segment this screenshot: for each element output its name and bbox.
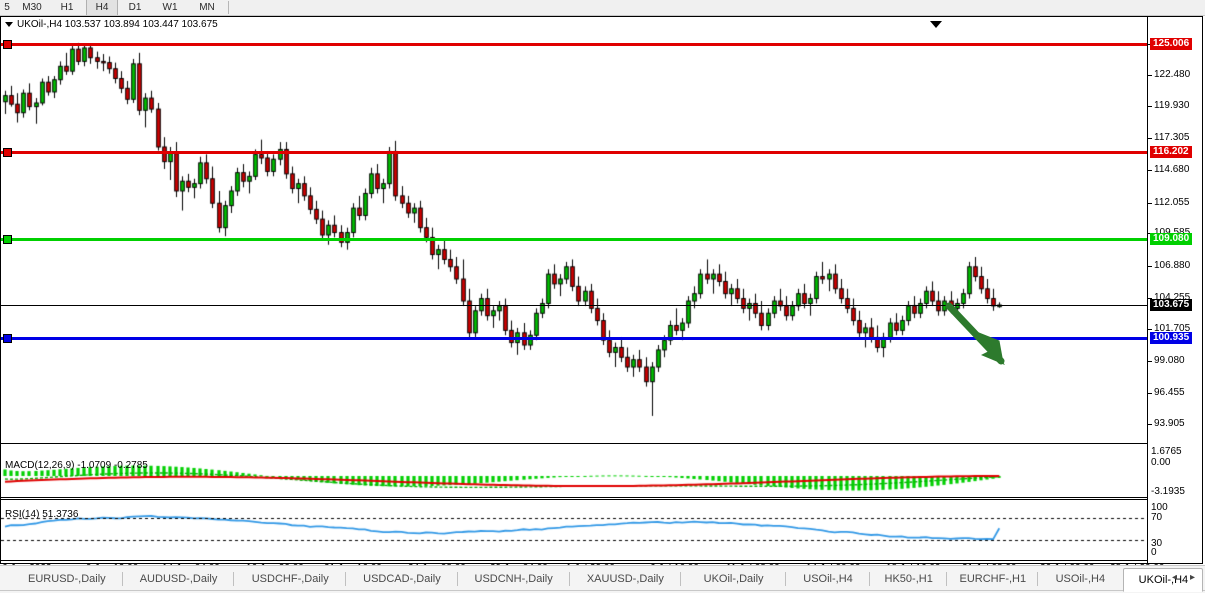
chart-tab-ukoildaily[interactable]: UKOil-,Daily <box>703 573 764 585</box>
collapse-triangle-icon[interactable] <box>5 21 13 27</box>
rsi-pane-divider-top <box>1 499 1147 500</box>
price-tick <box>1148 266 1152 267</box>
macd-caption: MACD(12,26,9) -1.0709 -0.2785 <box>5 460 148 471</box>
price-badge-resistance-red-lower[interactable]: 116.202 <box>1150 146 1192 158</box>
price-scale[interactable]: 125.006 122.480 119.930 117.305 114.680 112.0… <box>1147 17 1202 563</box>
rsi-scale-label: 70 <box>1151 512 1163 523</box>
price-tick <box>1148 203 1152 204</box>
macd-pane-divider-bottom <box>1 497 1147 498</box>
macd-scale-label: 1.6765 <box>1151 446 1182 457</box>
price-tick-label: 119.930 <box>1154 100 1190 111</box>
price-tick-label: 96.455 <box>1154 387 1185 398</box>
rsi-pane-divider-bottom <box>1 560 1147 561</box>
level-line-100.935[interactable] <box>1 337 1147 340</box>
chart-header-text: UKOil-,H4 103.537 103.894 103.447 103.67… <box>17 19 218 30</box>
price-tick-label: 122.480 <box>1154 69 1191 80</box>
down-trend-arrow[interactable] <box>941 297 1031 377</box>
tab-separator <box>345 572 347 586</box>
chart-tab-eurusddaily[interactable]: EURUSD-,Daily <box>28 573 106 585</box>
toolbar-separator <box>228 1 229 14</box>
chart-tab-usoilh4[interactable]: USOil-,H4 <box>1055 573 1106 585</box>
price-tick <box>1148 106 1152 107</box>
chart-tab-audusddaily[interactable]: AUDUSD-,Daily <box>139 573 218 585</box>
price-badge-support-blue[interactable]: 100.935 <box>1150 332 1193 344</box>
timeframe-w1[interactable]: W1 <box>162 2 178 13</box>
price-tick-label: 117.305 <box>1154 132 1190 143</box>
price-tick <box>1148 138 1152 139</box>
tab-underline <box>0 590 1205 591</box>
tab-scroll-right-icon[interactable]: ▸ <box>1190 572 1196 583</box>
price-tick <box>1148 170 1152 171</box>
price-tick-label: 101.705 <box>1154 323 1191 334</box>
tab-separator <box>869 572 871 586</box>
chart-tab-usoilh4[interactable]: USOil-,H4 <box>803 573 853 585</box>
timeframe-mn[interactable]: MN <box>199 2 215 13</box>
tab-scroll-left-icon[interactable]: ◂ <box>1172 572 1178 583</box>
timeframe-m30[interactable]: M30 <box>22 2 42 13</box>
level-handle-125.006[interactable] <box>3 40 12 49</box>
price-tick <box>1148 393 1152 394</box>
macd-scale-label: 0.00 <box>1151 457 1171 468</box>
level-handle-116.202[interactable] <box>3 148 12 157</box>
price-tick-label: 99.080 <box>1154 355 1185 366</box>
chart-plot-area[interactable]: UKOil-,H4 103.537 103.894 103.447 103.67… <box>1 17 1147 563</box>
price-chart-canvas[interactable] <box>1 17 1147 563</box>
timeframe-toolbar: 5 M30 H1 H4 D1 W1 MN <box>0 0 1205 16</box>
price-tick <box>1148 298 1152 299</box>
chart-tab-hk50h1[interactable]: HK50-,H1 <box>884 573 933 585</box>
tab-separator <box>456 572 458 586</box>
price-tick-label: 104.255 <box>1154 292 1191 303</box>
tab-separator <box>568 572 570 586</box>
price-badge-current-price[interactable]: 103.675 <box>1150 299 1193 311</box>
chart-frame: UKOil-,H4 103.537 103.894 103.447 103.67… <box>0 16 1203 564</box>
rsi-scale-label: 0 <box>1151 547 1157 558</box>
price-tick <box>1148 329 1152 330</box>
price-badge-level-green[interactable]: 109.080 <box>1150 233 1193 245</box>
tab-separator <box>121 572 123 586</box>
tab-separator <box>785 572 786 586</box>
macd-scale-label: -3.1935 <box>1151 486 1185 497</box>
price-tick-label: 93.905 <box>1154 418 1185 429</box>
timeframe-h4[interactable]: H4 <box>86 0 118 15</box>
level-line-109.08[interactable] <box>1 238 1147 241</box>
tab-separator <box>946 572 948 586</box>
chart-tab-xauusddaily[interactable]: XAUUSD-,Daily <box>586 573 664 585</box>
price-tick-label: 106.880 <box>1154 260 1191 271</box>
down-triangle-marker[interactable] <box>930 21 942 28</box>
level-line-125.006[interactable] <box>1 43 1147 46</box>
rsi-caption: RSI(14) 51.3736 <box>5 509 79 520</box>
price-tick <box>1148 75 1152 76</box>
chart-tab-usdcaddaily[interactable]: USDCAD-,Daily <box>363 573 441 585</box>
chart-tab-usdchfdaily[interactable]: USDCHF-,Daily <box>251 573 329 585</box>
level-handle-100.935[interactable] <box>3 334 12 343</box>
price-tick <box>1148 361 1152 362</box>
timeframe-5[interactable]: 5 <box>4 2 10 13</box>
price-tick <box>1148 424 1152 425</box>
rsi-scale-label: 30 <box>1151 538 1163 549</box>
macd-pane-divider-top <box>1 443 1147 444</box>
price-badge-resistance-red-upper[interactable]: 125.006 <box>1150 38 1193 50</box>
tab-separator <box>233 572 235 586</box>
tab-separator <box>1037 572 1039 586</box>
chart-tab-eurchfh1[interactable]: EURCHF-,H1 <box>959 573 1027 585</box>
price-tick-label: 112.055 <box>1154 197 1190 208</box>
tab-separator <box>680 572 682 586</box>
level-line-116.202[interactable] <box>1 151 1147 154</box>
price-tick-label: 109.585 <box>1154 228 1190 238</box>
chart-tab-usdcnhdaily[interactable]: USDCNH-,Daily <box>474 573 553 585</box>
rsi-scale-label: 100 <box>1151 502 1168 513</box>
timeframe-d1[interactable]: D1 <box>128 2 142 13</box>
timeframe-h1[interactable]: H1 <box>60 2 74 13</box>
level-line-103.675[interactable] <box>1 305 1147 306</box>
level-handle-109.08[interactable] <box>3 235 12 244</box>
chart-tab-bar[interactable]: EURUSD-,Daily AUDUSD-,Daily USDCHF-,Daily U… <box>0 565 1205 593</box>
price-tick-label: 114.680 <box>1154 164 1190 175</box>
chart-header: UKOil-,H4 103.537 103.894 103.447 103.67… <box>5 19 218 30</box>
